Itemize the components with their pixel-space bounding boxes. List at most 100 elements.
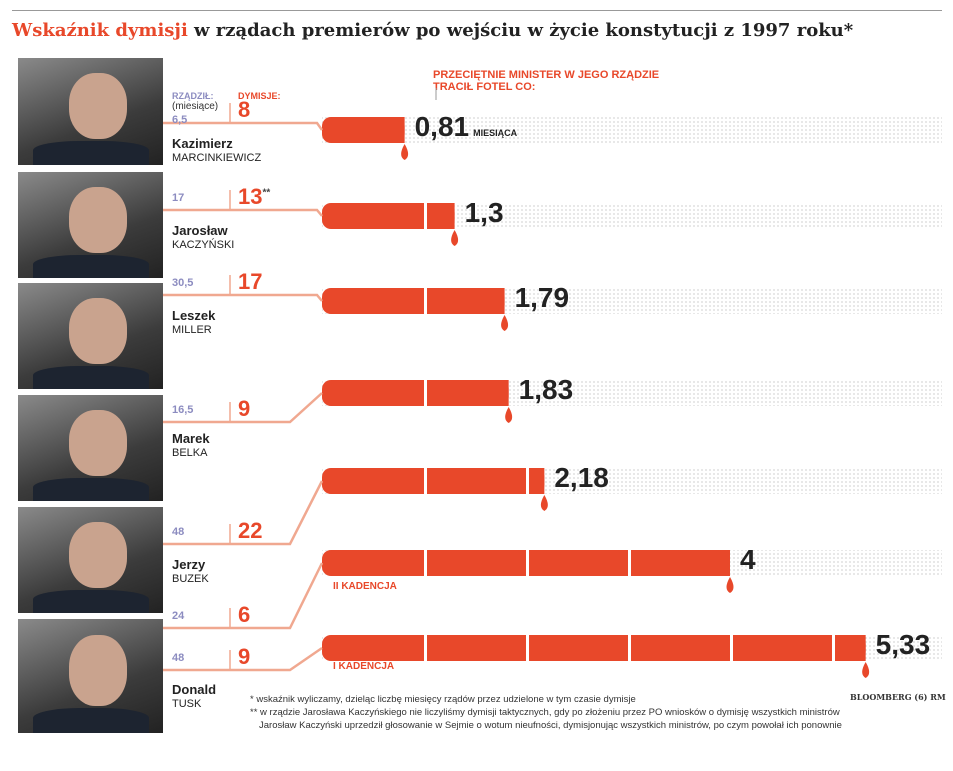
ruled-months: 48	[172, 652, 185, 664]
dismissals-value: 9	[238, 396, 251, 421]
drop-icon	[540, 495, 548, 511]
dismissals-value: 9	[238, 644, 251, 669]
last-name: TUSK	[172, 698, 202, 710]
source-credit: BLOOMBERG (6) RM	[850, 692, 946, 702]
dismissals-value: 13	[238, 184, 263, 209]
bar-divider	[526, 635, 529, 661]
connector-line	[163, 392, 323, 424]
value-text: 1,79	[514, 282, 570, 313]
drop-icon	[401, 144, 409, 160]
connector-line	[163, 646, 323, 672]
first-name: Donald	[172, 682, 217, 697]
kadencja-label-1: I KADENCJA	[333, 661, 395, 672]
connector-line	[163, 208, 323, 217]
bar-divider	[424, 203, 427, 229]
value-text: 4	[740, 544, 756, 575]
footnote-3: Jarosław Kaczyński uprzedził głosowanie …	[259, 720, 842, 731]
bar-divider	[526, 468, 529, 494]
connector-line	[163, 562, 324, 630]
bar-end	[855, 635, 866, 661]
dismissals-header: DYMISJE:	[238, 91, 281, 101]
prime-minister-photo	[18, 619, 163, 733]
prime-minister-photo	[18, 507, 163, 613]
ruled-months: 24	[172, 610, 185, 622]
bar	[322, 117, 405, 143]
dismissals-value: 8	[238, 97, 251, 122]
last-name: BUZEK	[172, 573, 209, 585]
bar-divider	[832, 635, 835, 661]
dismissals-count: 9	[238, 644, 250, 670]
ruled-months: 16,5	[172, 404, 194, 416]
ruled-months: 17	[172, 192, 185, 204]
value-label: 1,83	[519, 374, 574, 406]
kadencja-label-2: II KADENCJA	[333, 581, 397, 592]
last-name: BELKA	[172, 447, 208, 459]
bar-divider	[424, 635, 427, 661]
dismissals-count: 8	[238, 97, 250, 123]
value-label: 1,79	[515, 282, 570, 314]
bar-end	[534, 468, 545, 494]
bar-divider	[628, 550, 631, 576]
bar-divider	[424, 288, 427, 314]
value-label: 4	[740, 544, 756, 576]
drop-icon	[501, 315, 509, 331]
ruled-months: 30,5	[172, 277, 194, 289]
dotted-track	[322, 117, 942, 143]
first-name: Marek	[172, 431, 210, 446]
dismissals-count: 17	[238, 269, 262, 295]
connector-line	[163, 480, 324, 546]
page-title: Wskaźnik dymisji w rządach premierów po …	[12, 20, 854, 41]
prime-minister-photo	[18, 58, 163, 165]
value-label: 5,33	[876, 629, 931, 661]
avg-header: PRZECIĘTNIE MINISTER W JEGO RZĄDZIE TRACI…	[433, 69, 660, 93]
top-rule	[12, 10, 942, 11]
ruled-unit: (miesiące)	[172, 101, 219, 112]
unit-label: MIESIĄCA	[473, 128, 518, 138]
prime-minister-photo	[18, 172, 163, 278]
value-text: 1,3	[464, 197, 504, 228]
value-label: 1,3	[465, 197, 504, 229]
footnote-mark: **	[262, 187, 271, 199]
value-text: 0,81	[414, 111, 470, 142]
bar-end	[494, 288, 505, 314]
bar-divider	[628, 635, 631, 661]
ruled-months: 6,5	[172, 114, 188, 126]
dismissals-value: 6	[238, 602, 251, 627]
bar	[322, 635, 866, 661]
value-text: 1,83	[518, 374, 574, 405]
bar-divider	[424, 550, 427, 576]
prime-minister-photo	[18, 395, 163, 501]
connector-line	[163, 293, 323, 302]
last-name: KACZYŃSKI	[172, 239, 235, 251]
bar-end	[394, 117, 405, 143]
last-name: MARCINKIEWICZ	[172, 152, 262, 164]
value-label: 2,18	[554, 462, 609, 494]
first-name: Leszek	[172, 308, 216, 323]
prime-minister-photo	[18, 283, 163, 389]
dismissals-count: 6	[238, 602, 250, 628]
dismissals-value: 22	[238, 518, 263, 543]
bar-divider	[730, 635, 733, 661]
first-name: Jarosław	[172, 223, 228, 238]
dismissals-count: 22	[238, 518, 262, 544]
first-name: Jerzy	[172, 557, 206, 572]
drop-icon	[726, 577, 734, 593]
drop-icon	[862, 662, 870, 678]
last-name: MILLER	[172, 324, 212, 336]
bar-divider	[424, 380, 427, 406]
bar-end	[444, 203, 455, 229]
footnote-2: ** w rządzie Jarosława Kaczyńskiego nie …	[250, 707, 840, 718]
bar	[322, 380, 509, 406]
value-text: 5,33	[875, 629, 931, 660]
drop-icon	[451, 230, 459, 246]
value-text: 2,18	[554, 462, 609, 493]
bar	[322, 288, 505, 314]
dismissals-value: 17	[238, 269, 263, 294]
dismissals-count: 13**	[238, 184, 270, 210]
bar	[322, 468, 545, 494]
drop-icon	[505, 407, 513, 423]
ruled-header: RZĄDZIŁ:	[172, 91, 214, 101]
bar	[322, 203, 455, 229]
